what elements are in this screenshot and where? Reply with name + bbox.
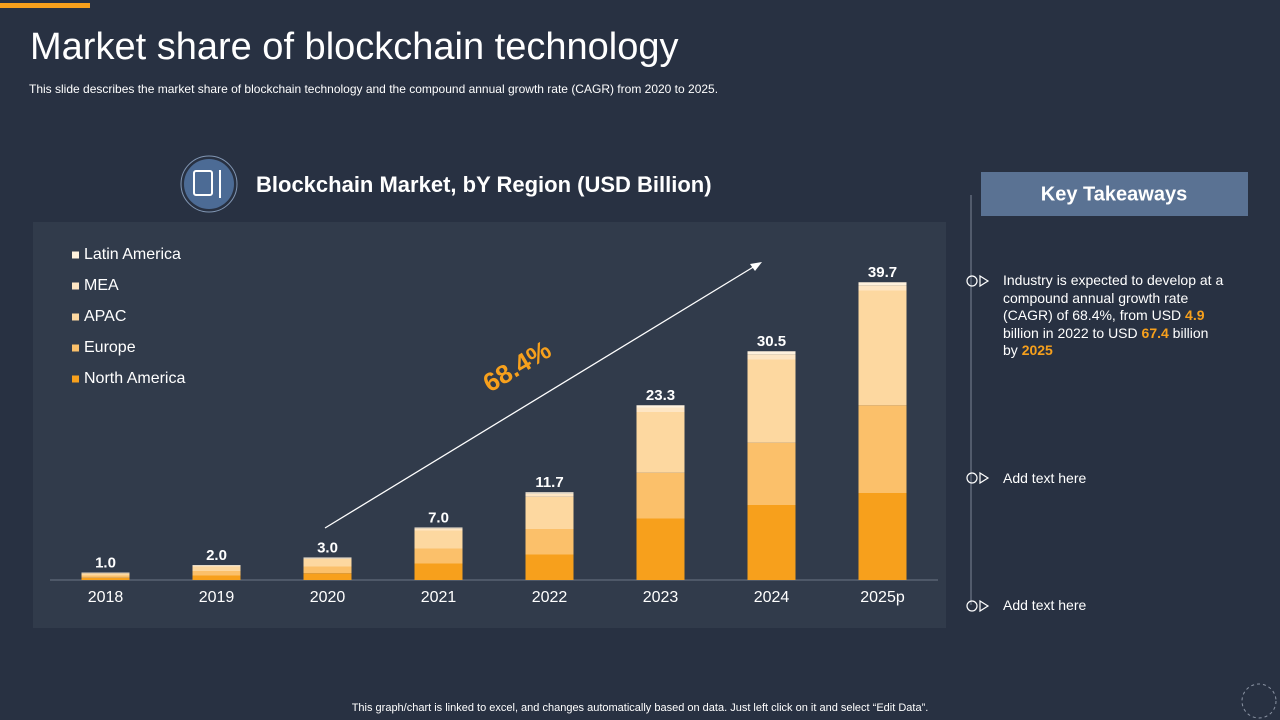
total-label: 1.0 <box>95 554 116 571</box>
accent-bar <box>0 3 90 8</box>
bar-segment <box>414 563 463 580</box>
arrow-head <box>750 262 762 271</box>
bar-segment <box>303 559 352 567</box>
bar-segment <box>525 554 574 580</box>
x-tick-label: 2018 <box>88 589 124 606</box>
bar-segment <box>414 530 463 549</box>
bar-segment <box>858 290 907 406</box>
total-label: 2.0 <box>206 547 227 564</box>
legend-label: Europe <box>84 339 136 356</box>
bar-segment <box>81 573 130 576</box>
bar-segment <box>303 558 352 559</box>
slide-title: Market share of blockchain technology <box>30 26 679 68</box>
bar-segment <box>747 354 796 360</box>
total-label: 3.0 <box>317 539 338 556</box>
chart-title: Blockchain Market, bY Region (USD Billio… <box>256 172 712 197</box>
takeaway-item: Industry is expected to develop at a com… <box>1003 272 1225 360</box>
bar-segment <box>747 359 796 443</box>
icon <box>184 159 234 209</box>
legend-label: MEA <box>84 277 119 294</box>
bar-segment <box>636 518 685 580</box>
bar-segment <box>192 565 241 566</box>
bar-segment <box>414 528 463 531</box>
bar-segment <box>192 571 241 576</box>
takeaways-header <box>981 172 1248 216</box>
highlight-text: 2025 <box>1021 342 1053 358</box>
x-tick-label: 2019 <box>199 589 235 606</box>
takeaway-item: Add text here <box>1003 597 1225 615</box>
bar-segment <box>525 493 574 497</box>
bullets <box>966 274 990 613</box>
bar-segment <box>636 407 685 412</box>
icon-ring <box>180 155 238 213</box>
x-tick-label: 2024 <box>754 589 790 606</box>
total-label: 30.5 <box>757 333 786 350</box>
slide-subtitle: This slide describes the market share of… <box>29 82 719 96</box>
bar-segment <box>81 577 130 580</box>
x-tick-label: 2021 <box>421 589 457 606</box>
bar-segment <box>747 442 796 505</box>
x-tick-label: 2020 <box>310 589 346 606</box>
legend-swatch <box>72 344 79 352</box>
takeaways-title: Key Takeaways <box>1041 183 1187 205</box>
bar-segment <box>192 565 241 567</box>
bar-segment <box>192 566 241 571</box>
takeaway-text: Add text here <box>1003 470 1087 486</box>
corner-mark <box>1241 683 1277 719</box>
legend-label: APAC <box>84 308 126 325</box>
bar-segment <box>192 575 241 580</box>
icon-doc <box>193 170 213 196</box>
bar-segment <box>525 496 574 529</box>
bar-segment <box>636 405 685 408</box>
takeaway-text: Add text here <box>1003 597 1087 613</box>
highlight-text: 67.4 <box>1141 324 1169 341</box>
legend-label: North America <box>84 370 185 387</box>
bar-segment <box>303 566 352 574</box>
bar-segment <box>81 575 130 578</box>
takeaway-text: Industry is expected to develop at a com… <box>1003 272 1224 323</box>
bar-segment <box>414 548 463 564</box>
bar-segment <box>525 529 574 555</box>
legend-label: Latin America <box>84 246 181 263</box>
bar-segment <box>747 505 796 580</box>
legend-swatch <box>72 251 79 259</box>
total-label: 7.0 <box>428 509 449 526</box>
chart-panel <box>33 222 946 628</box>
bar-segment <box>636 412 685 473</box>
trend-arrow <box>324 265 756 529</box>
takeaway-text: billion in 2022 to USD <box>1003 324 1142 341</box>
bar-segment <box>747 351 796 355</box>
bar-segment <box>414 527 463 529</box>
takeaway-text: billion by <box>1003 324 1209 359</box>
legend-swatch <box>72 313 79 321</box>
total-label: 23.3 <box>646 387 675 404</box>
bar-segment <box>858 493 907 580</box>
legend-swatch <box>72 282 79 290</box>
bar-segment <box>636 472 685 519</box>
x-tick-label: 2022 <box>532 589 568 606</box>
total-label: 11.7 <box>535 474 563 491</box>
bar-segment <box>858 285 907 291</box>
x-tick-label: 2023 <box>643 589 679 606</box>
bar-segment <box>858 405 907 493</box>
x-tick-label: 2025p <box>860 589 905 606</box>
bar-segment <box>303 557 352 559</box>
legend-swatch <box>72 375 79 383</box>
takeaway-item: Add text here <box>1003 470 1225 488</box>
bar-segment <box>303 573 352 580</box>
highlight-text: 4.9 <box>1185 307 1205 323</box>
footer-note: This graph/chart is linked to excel, and… <box>351 702 929 714</box>
total-label: 39.7 <box>868 264 897 281</box>
bar-segment <box>525 492 574 494</box>
bar-segment <box>858 282 907 286</box>
